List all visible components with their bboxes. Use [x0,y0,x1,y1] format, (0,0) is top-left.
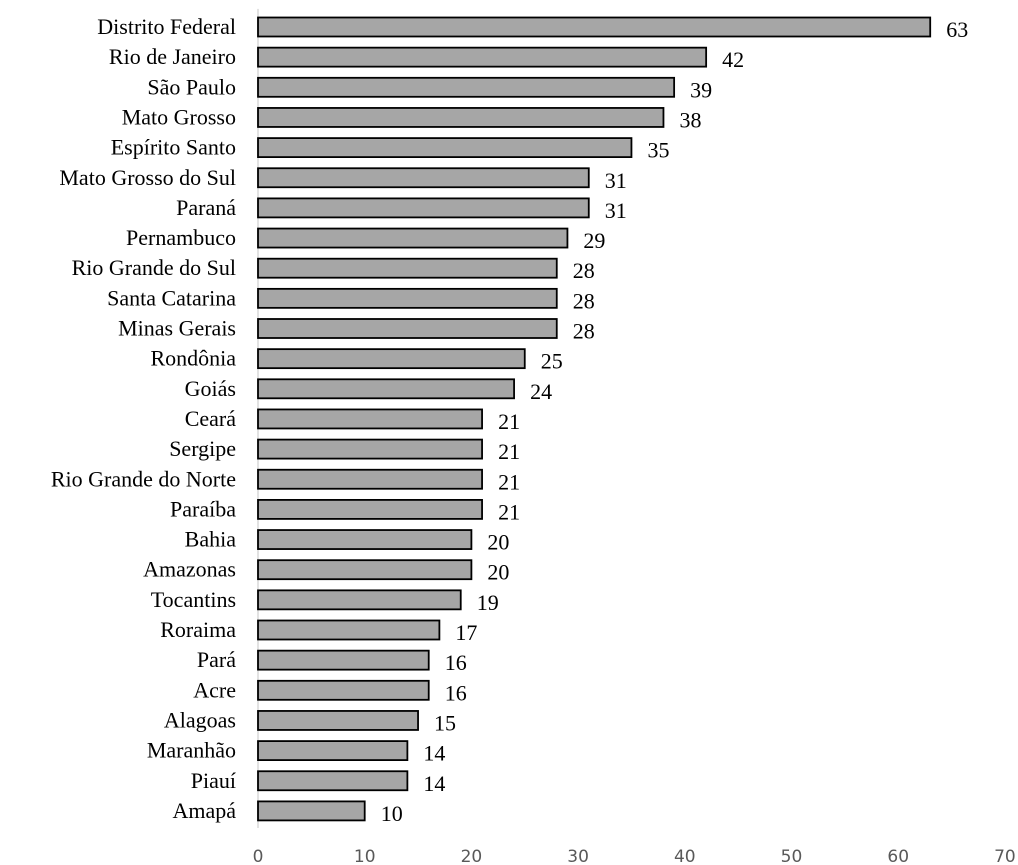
bar [257,107,665,128]
value-label: 21 [498,439,520,464]
category-label: Paraná [176,195,236,220]
category-label: Paraíba [170,496,236,521]
value-label: 24 [530,379,552,404]
value-label: 35 [647,138,669,163]
value-label: 19 [477,590,499,615]
x-tick-label: 60 [887,847,909,865]
x-tick-label: 70 [994,847,1016,865]
category-label: Santa Catarina [107,285,236,310]
bar [257,197,590,219]
x-tick-label: 50 [781,847,803,865]
category-label: Piauí [191,768,236,793]
bar [257,529,473,550]
category-label: Amazonas [143,557,236,582]
value-label: 15 [434,710,456,735]
category-label: Maranhão [147,738,236,763]
value-label: 20 [487,530,509,555]
category-label: Acre [193,677,236,702]
value-label: 10 [381,801,403,826]
category-label: Rio Grande do Norte [51,466,236,491]
value-label: 29 [583,228,605,253]
bar [257,800,366,822]
bar [257,408,483,430]
bar [257,76,676,98]
bar [257,468,483,490]
category-label: Amapá [172,798,236,823]
category-label: Mato Grosso [122,104,236,129]
value-label: 31 [605,168,627,193]
category-label: Roraima [160,617,236,642]
value-label: 16 [445,680,467,705]
bar [257,589,462,611]
value-label: 28 [573,258,595,283]
value-label: 25 [541,349,563,374]
category-label: Pará [197,647,236,672]
value-label: 14 [423,741,445,766]
value-label: 38 [679,107,701,132]
value-labels-group: 6342393835313129282828252421212121202019… [381,17,969,826]
bar [257,770,409,792]
category-label: São Paulo [147,74,236,99]
x-tick-label: 40 [674,847,696,865]
x-tick-label: 0 [253,847,264,865]
bar [257,619,441,641]
category-label: Sergipe [169,436,236,461]
value-label: 20 [487,560,509,585]
category-label: Pernambuco [126,225,236,250]
category-label: Rio de Janeiro [109,44,236,69]
bar [257,559,473,581]
bar [257,227,569,249]
bar [257,137,633,159]
bar [257,649,430,671]
bar [257,348,526,370]
value-label: 16 [445,650,467,675]
x-tick-labels-group: 0 10 20 30 40 50 60 70 [253,847,1016,865]
bar [257,710,419,731]
value-label: 21 [498,499,520,524]
bar [257,46,708,68]
bar [257,438,483,460]
bar [257,740,409,761]
bar [257,498,483,520]
category-label: Minas Gerais [118,316,236,341]
value-label: 28 [573,319,595,344]
bars-group [257,16,932,822]
bar [257,378,515,400]
value-label: 39 [690,77,712,102]
value-label: 14 [423,771,445,796]
category-label: Rio Grande do Sul [72,255,236,280]
value-label: 42 [722,47,744,72]
category-label: Rondônia [150,346,236,371]
category-label: Ceará [185,406,237,431]
category-label: Goiás [185,376,236,401]
value-label: 17 [455,620,477,645]
value-label: 28 [573,288,595,313]
category-label: Bahia [185,527,237,552]
bar [257,167,590,189]
value-label: 21 [498,469,520,494]
bar [257,318,558,339]
category-label: Mato Grosso do Sul [59,165,236,190]
category-label: Distrito Federal [97,14,236,39]
x-tick-label: 30 [567,847,589,865]
category-label: Alagoas [164,707,236,732]
value-label: 31 [605,198,627,223]
bar [257,287,558,309]
value-label: 21 [498,409,520,434]
bar [257,257,558,279]
category-labels-group: Distrito Federal Rio de Janeiro São Paulo M… [51,14,236,823]
category-label: Espírito Santo [111,135,236,160]
bar [257,16,932,38]
x-tick-label: 20 [461,847,483,865]
x-tick-label: 10 [354,847,376,865]
value-label: 63 [946,17,968,42]
bar [257,679,430,701]
category-label: Tocantins [151,587,236,612]
